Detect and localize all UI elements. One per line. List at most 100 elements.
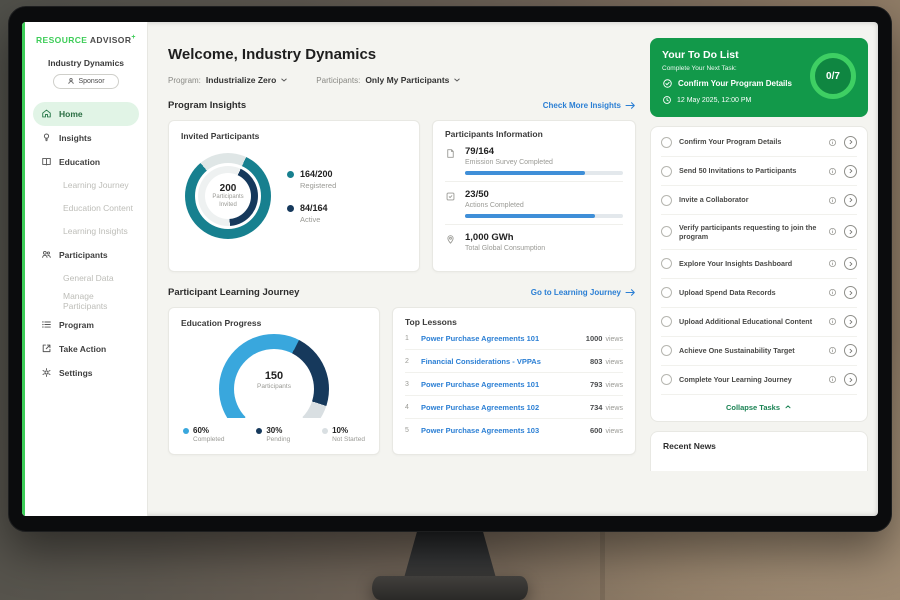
task-checkbox[interactable] (661, 226, 672, 238)
info-icon[interactable] (828, 346, 837, 355)
info-icon[interactable] (828, 227, 837, 236)
lesson-row: 1 Power Purchase Agreements 101 1000 view… (405, 327, 623, 350)
chevron-right-icon[interactable] (844, 373, 857, 387)
task-checkbox[interactable] (661, 374, 672, 386)
legend-dot (183, 427, 189, 434)
recent-news-card: Recent News (650, 430, 868, 471)
lesson-row: 4 Power Purchase Agreements 102 734 views (405, 396, 623, 419)
sidebar-item-learning-journey[interactable]: Learning Journey (33, 174, 139, 197)
chevron-right-icon[interactable] (844, 286, 857, 300)
legend-value: 30% (266, 426, 283, 435)
todo-next-task[interactable]: Confirm Your Program Details (662, 78, 856, 89)
info-icon[interactable] (828, 167, 837, 176)
check-more-insights-link[interactable]: Check More Insights (543, 101, 636, 110)
participants-filter-label: Participants: (316, 75, 361, 85)
actions-completed-icon (445, 191, 456, 218)
lesson-link[interactable]: Financial Considerations - VPPAs (421, 356, 541, 366)
chevron-right-icon[interactable] (844, 135, 857, 149)
chevron-right-icon[interactable] (844, 164, 857, 178)
info-icon[interactable] (828, 138, 837, 147)
legend-value: 60% (193, 426, 210, 435)
task-row-confirm-program[interactable]: Confirm Your Program Details (661, 128, 857, 157)
task-checkbox[interactable] (661, 316, 672, 328)
sponsor-label: Sponsor (78, 77, 105, 85)
app-logo: RESOURCE ADVISOR+ (36, 34, 139, 45)
chevron-right-icon[interactable] (844, 344, 857, 358)
legend-item-not-started: 10% Not Started (322, 426, 365, 443)
task-checkbox[interactable] (661, 287, 672, 299)
chevron-right-icon[interactable] (844, 257, 857, 271)
lesson-row: 2 Financial Considerations - VPPAs 803 vi… (405, 350, 623, 373)
legend-value: 10% (332, 426, 349, 435)
stat-label: Total Global Consumption (465, 245, 546, 252)
lesson-link[interactable]: Power Purchase Agreements 101 (421, 333, 540, 343)
sidebar-item-label: Participants (59, 249, 108, 260)
sidebar-item-take-action[interactable]: Take Action (33, 337, 139, 361)
sidebar-item-general-data[interactable]: General Data (33, 267, 139, 290)
todo-due-label: 12 May 2025, 12:00 PM (677, 96, 752, 104)
sidebar-item-education[interactable]: Education (33, 150, 139, 174)
sidebar-item-program[interactable]: Program (33, 313, 139, 337)
sidebar-item-learning-insights[interactable]: Learning Insights (33, 220, 139, 243)
clock-icon (662, 95, 672, 105)
top-lessons-card: Top Lessons 1 Power Purchase Agreements … (392, 307, 636, 455)
participants-filter-dropdown[interactable]: Participants: Only My Participants (316, 75, 461, 85)
task-checkbox[interactable] (661, 165, 672, 177)
sidebar-item-manage-participants[interactable]: Manage Participants (33, 290, 139, 313)
task-row-upload-spend-data[interactable]: Upload Spend Data Records (661, 279, 857, 308)
lesson-link[interactable]: Power Purchase Agreements 101 (421, 379, 540, 389)
task-label: Complete Your Learning Journey (679, 375, 792, 385)
sidebar-item-insights[interactable]: Insights (33, 126, 139, 150)
legend-dot (256, 427, 263, 434)
sidebar-item-home[interactable]: Home (33, 101, 139, 126)
info-icon[interactable] (828, 288, 837, 297)
sidebar-subitem-label: General Data (63, 273, 114, 284)
legend-dot (322, 427, 329, 434)
invited-participants-card: Invited Participants 200 Participants In… (168, 120, 420, 272)
task-checkbox[interactable] (661, 345, 672, 357)
todo-title: Your To Do List (662, 49, 739, 61)
sponsor-badge[interactable]: Sponsor (53, 73, 119, 89)
arrow-right-icon (625, 288, 636, 297)
lesson-rank: 2 (405, 357, 409, 365)
lesson-rank: 5 (405, 426, 409, 434)
lesson-link[interactable]: Power Purchase Agreements 103 (421, 425, 540, 435)
task-checkbox[interactable] (661, 136, 672, 148)
info-icon[interactable] (828, 196, 837, 205)
link-label: Check More Insights (542, 101, 621, 110)
chevron-down-icon (280, 76, 288, 84)
info-icon[interactable] (828, 317, 837, 326)
task-row-complete-learning-journey[interactable]: Complete Your Learning Journey (661, 366, 857, 395)
task-checkbox[interactable] (661, 258, 672, 270)
lesson-views: 600 (589, 425, 603, 435)
task-row-upload-educational-content[interactable]: Upload Additional Educational Content (661, 308, 857, 337)
lesson-link[interactable]: Power Purchase Agreements 102 (421, 402, 540, 412)
sidebar-item-settings[interactable]: Settings (33, 361, 139, 385)
chevron-down-icon (453, 76, 461, 84)
legend-value: 84/164 (300, 202, 328, 213)
lesson-rank: 1 (405, 334, 409, 342)
info-icon[interactable] (828, 259, 837, 268)
collapse-tasks-link[interactable]: Collapse Tasks (661, 395, 857, 420)
chevron-right-icon[interactable] (844, 315, 857, 329)
task-row-achieve-sustainability-target[interactable]: Achieve One Sustainability Target (661, 337, 857, 366)
right-panel: Your To Do List Complete Your Next Task:… (650, 38, 868, 471)
program-filter-dropdown[interactable]: Program: Industrialize Zero (168, 75, 288, 85)
task-row-verify-participants[interactable]: Verify participants requesting to join t… (661, 215, 857, 250)
collapse-tasks-label: Collapse Tasks (725, 402, 781, 412)
task-row-invite-collaborator[interactable]: Invite a Collaborator (661, 186, 857, 215)
task-checkbox[interactable] (661, 194, 672, 206)
legend-dot (287, 170, 294, 178)
sidebar-item-label: Education (59, 156, 101, 167)
chevron-right-icon[interactable] (844, 225, 857, 239)
legend-label: Completed (193, 436, 225, 443)
sidebar-item-education-content[interactable]: Education Content (33, 197, 139, 220)
task-row-send-invitations[interactable]: Send 50 Invitations to Participants (661, 157, 857, 186)
donut-center-label: Participants Invited (212, 194, 244, 208)
chevron-right-icon[interactable] (844, 193, 857, 207)
sidebar-item-participants[interactable]: Participants (33, 243, 139, 267)
go-to-learning-journey-link[interactable]: Go to Learning Journey (531, 288, 636, 297)
task-row-explore-insights[interactable]: Explore Your Insights Dashboard (661, 250, 857, 279)
info-icon[interactable] (828, 375, 837, 384)
lesson-views: 734 (589, 402, 603, 412)
